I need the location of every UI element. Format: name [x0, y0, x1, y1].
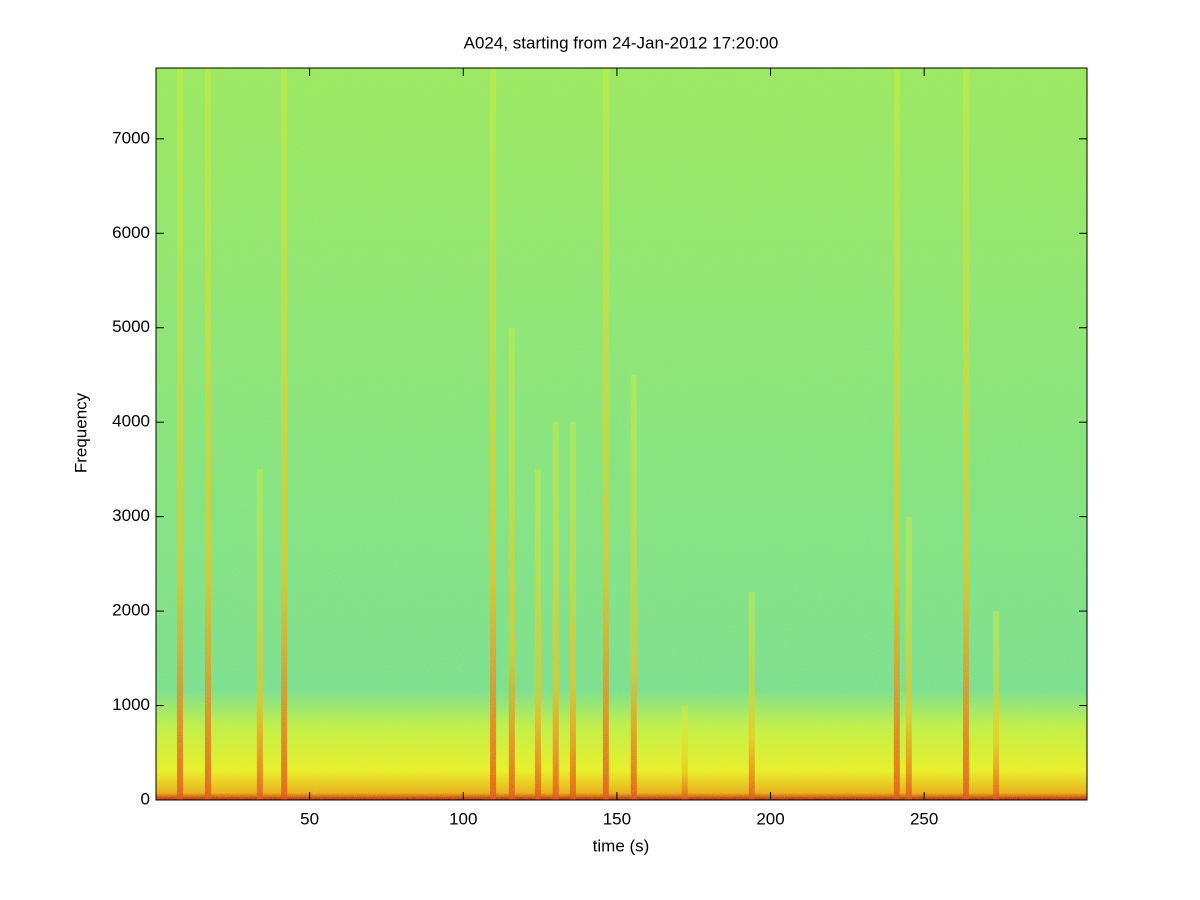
y-tick-label: 3000	[112, 506, 150, 525]
x-tick-label: 100	[449, 809, 477, 828]
x-tick-label: 150	[603, 809, 631, 828]
y-tick-label: 2000	[112, 601, 150, 620]
noise-texture	[156, 68, 1087, 800]
y-axis-label: Frequency	[71, 392, 90, 473]
y-tick-label: 6000	[112, 223, 150, 242]
x-axis-label: time (s)	[593, 836, 650, 855]
y-tick-label: 1000	[112, 695, 150, 714]
x-tick-label: 200	[756, 809, 784, 828]
y-tick-label: 0	[141, 789, 150, 808]
y-tick-label: 4000	[112, 412, 150, 431]
chart-title: A024, starting from 24-Jan-2012 17:20:00	[464, 33, 779, 52]
x-tick-label: 50	[300, 809, 319, 828]
y-tick-label: 5000	[112, 317, 150, 336]
y-tick-label: 7000	[112, 128, 150, 147]
plot-frame	[155, 67, 1088, 801]
x-tick-label: 250	[910, 809, 938, 828]
